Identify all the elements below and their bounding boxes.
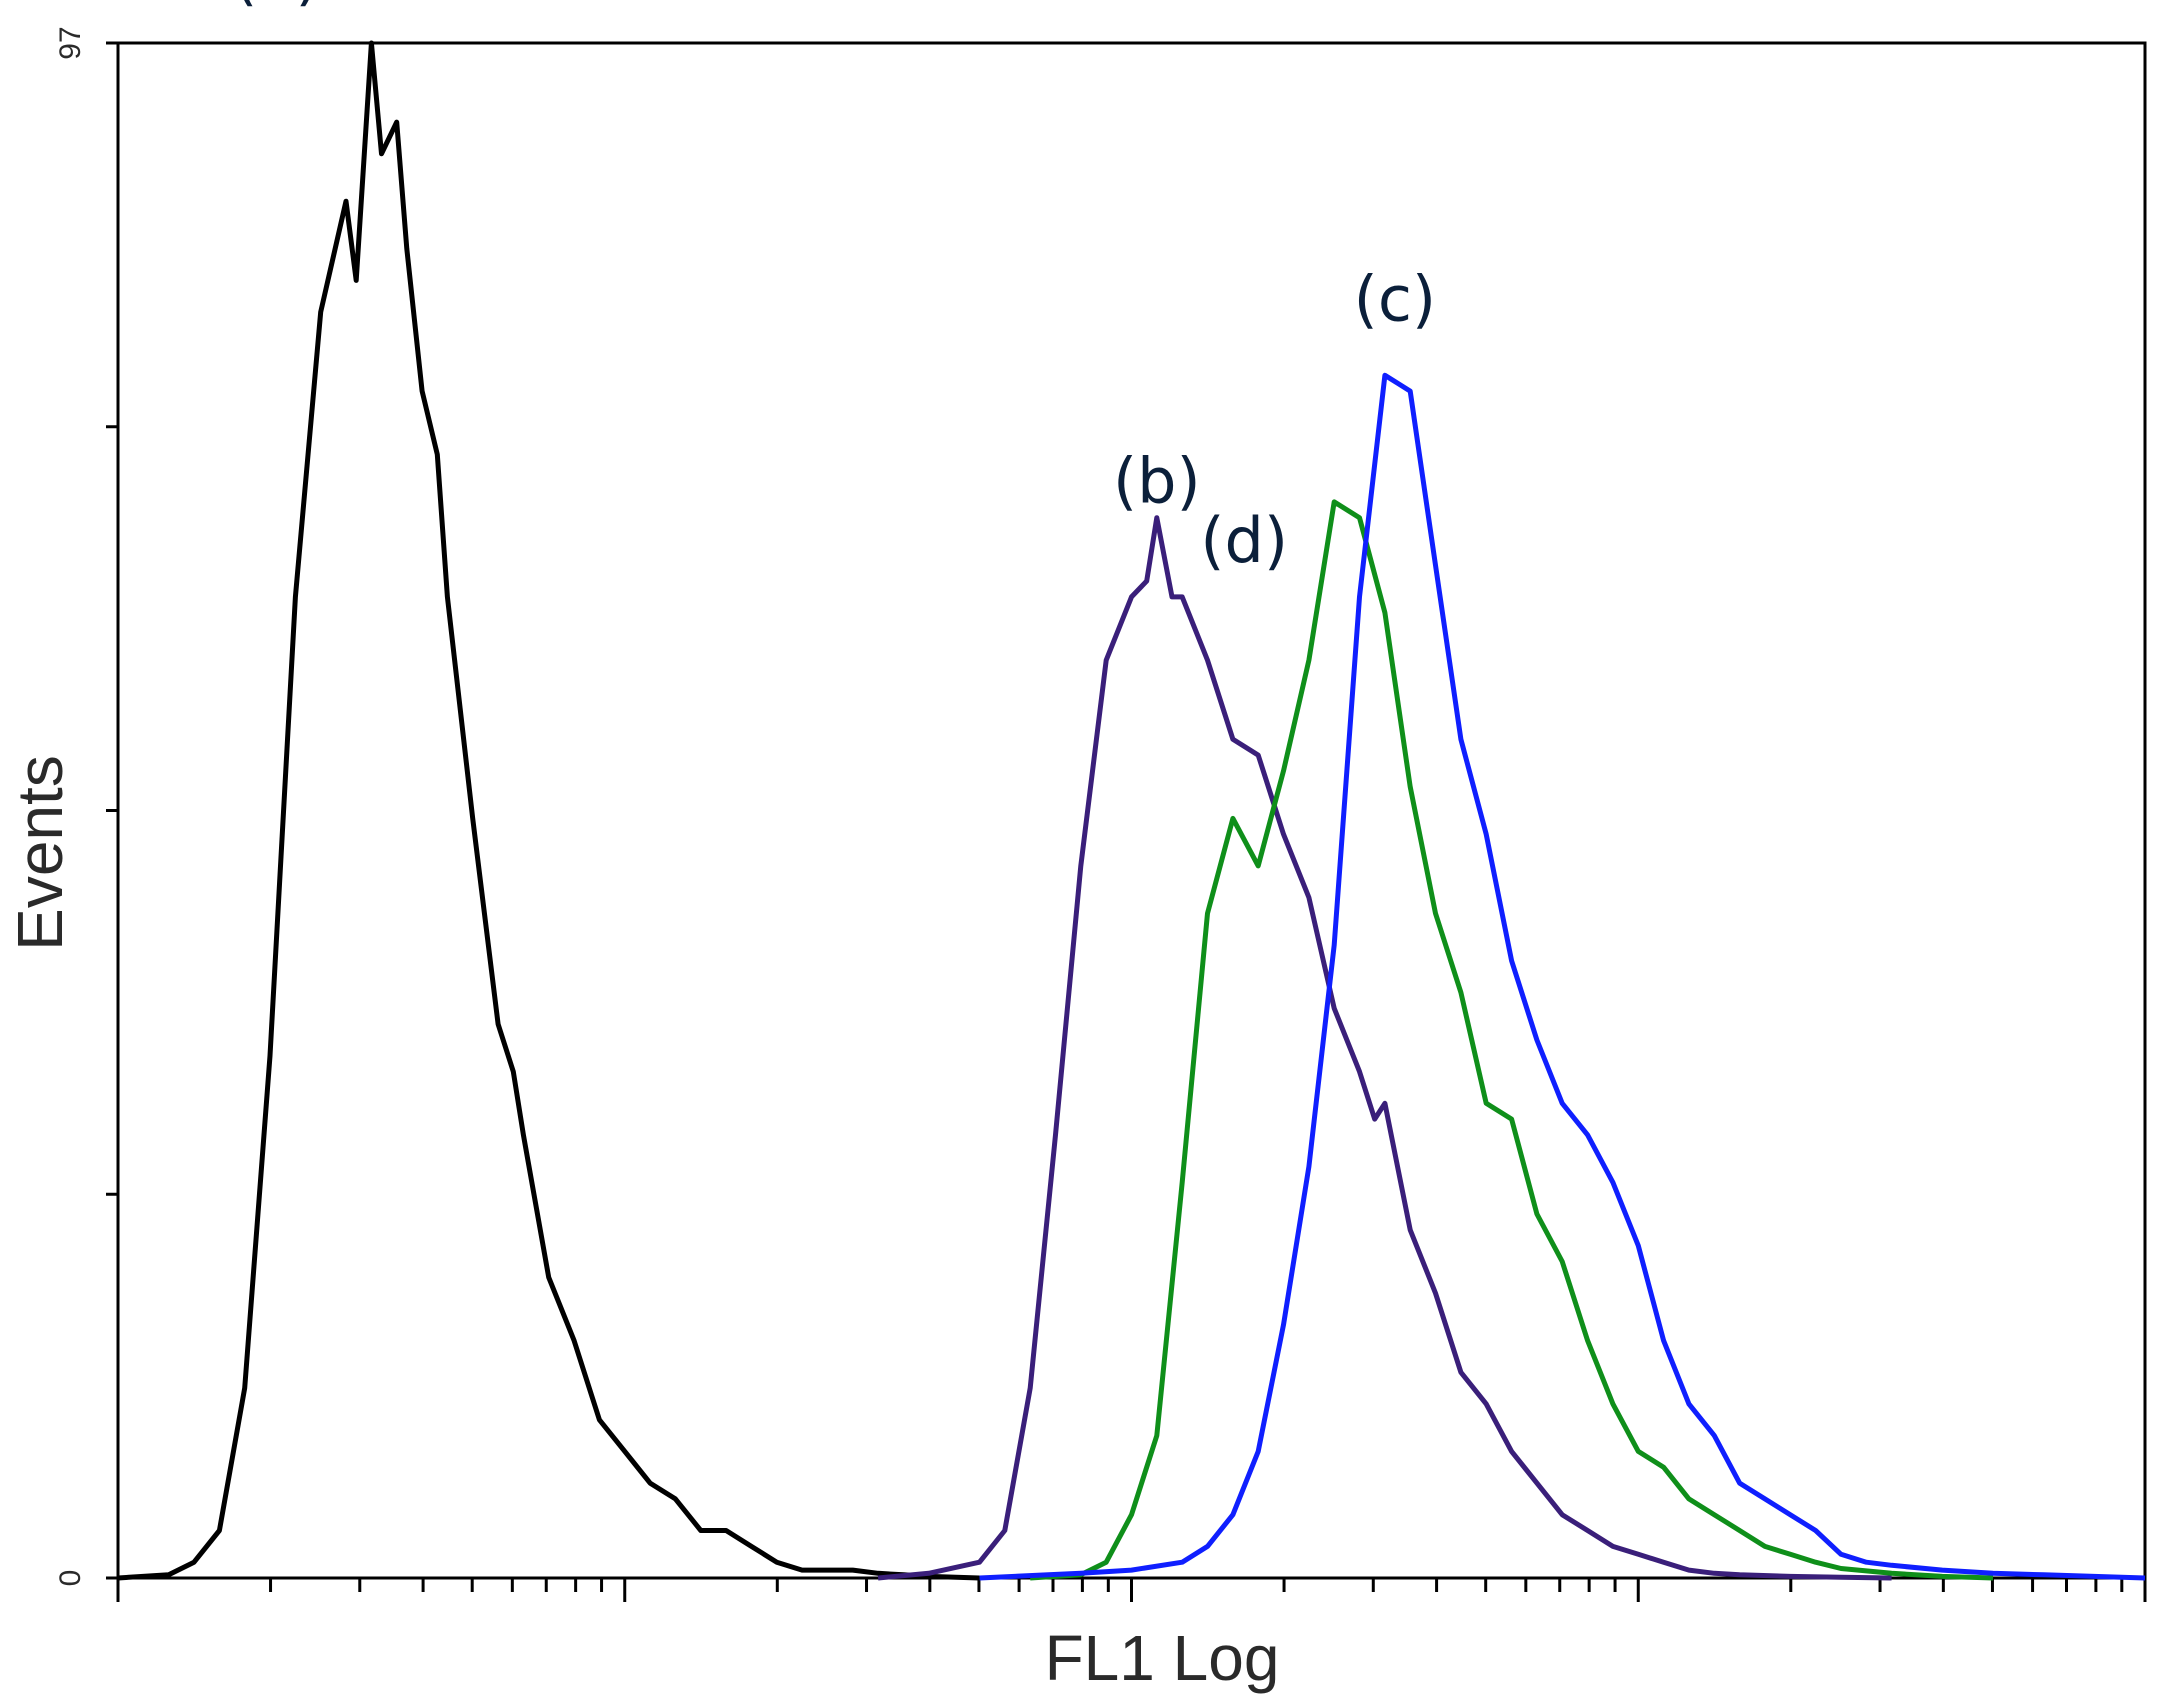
y-tick-label: 0 — [54, 1570, 87, 1587]
x-axis-label: FL1 Log — [1045, 1622, 1280, 1694]
plot-frame — [116, 41, 2147, 1580]
series-line-c — [979, 372, 2146, 1581]
y-tick-label: 97 — [54, 26, 87, 59]
x-axis-ticks — [116, 1578, 2147, 1602]
y-axis-label: Events — [4, 755, 76, 951]
series-layer — [117, 40, 2146, 1581]
y-axis-ticks: 0 97 — [54, 26, 118, 1586]
peak-label-a: (a) — [233, 0, 319, 13]
annotation-layer: (a) (b) (c) (d) — [233, 0, 1436, 577]
peak-label-d: (d) — [1200, 504, 1288, 577]
peak-label-b: (b) — [1113, 445, 1201, 518]
axes — [116, 41, 2147, 1580]
series-line-d — [1030, 499, 1994, 1581]
series-line-a — [117, 40, 980, 1581]
peak-label-c: (c) — [1354, 262, 1436, 335]
series-line-b — [877, 515, 1892, 1581]
